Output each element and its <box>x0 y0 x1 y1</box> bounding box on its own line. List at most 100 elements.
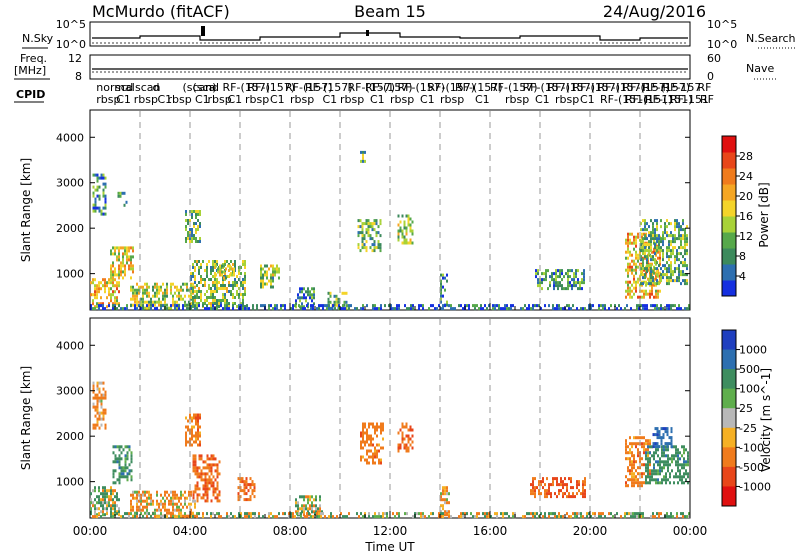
data-cell <box>219 472 221 475</box>
data-cell <box>675 463 677 466</box>
data-cell <box>548 489 550 492</box>
data-cell <box>270 274 272 277</box>
data-cell <box>402 423 404 426</box>
data-cell <box>188 491 190 494</box>
data-cell <box>226 307 228 310</box>
data-cell <box>190 491 192 494</box>
data-cell <box>156 515 158 518</box>
data-cell <box>318 307 320 310</box>
data-cell <box>683 481 685 484</box>
data-cell <box>670 307 672 310</box>
data-cell <box>194 278 196 281</box>
data-cell <box>197 423 199 426</box>
data-cell <box>598 515 600 518</box>
data-cell <box>222 299 224 302</box>
data-cell <box>119 475 121 478</box>
data-cell <box>266 265 268 268</box>
data-cell <box>656 282 658 285</box>
data-cell <box>94 486 96 489</box>
nsky-spike <box>201 26 205 36</box>
data-cell <box>370 225 372 228</box>
data-cell <box>102 278 104 281</box>
data-cell <box>366 240 368 243</box>
data-cell <box>360 307 362 310</box>
colorbar-swatch <box>722 232 736 249</box>
data-cell <box>187 420 189 423</box>
data-cell <box>658 282 660 285</box>
data-cell <box>125 469 127 472</box>
data-cell <box>205 478 207 481</box>
data-cell <box>635 245 637 248</box>
data-cell <box>640 273 642 276</box>
data-cell <box>152 295 154 298</box>
data-cell <box>194 299 196 302</box>
data-cell <box>131 478 133 481</box>
data-cell <box>366 453 368 456</box>
data-cell <box>656 234 658 237</box>
data-cell <box>260 265 262 268</box>
data-cell <box>191 417 193 420</box>
data-cell <box>408 441 410 444</box>
data-cell <box>559 281 561 284</box>
data-cell <box>637 281 639 284</box>
data-cell <box>534 489 536 492</box>
data-cell <box>94 489 96 492</box>
data-cell <box>661 454 663 457</box>
data-cell <box>654 246 656 249</box>
data-cell <box>671 445 673 448</box>
data-cell <box>96 290 98 293</box>
data-cell <box>646 258 648 261</box>
data-cell <box>242 284 244 287</box>
data-cell <box>625 475 627 478</box>
data-cell <box>148 494 150 497</box>
data-cell <box>648 246 650 249</box>
data-cell <box>504 307 506 310</box>
data-cell <box>635 478 637 481</box>
data-cell <box>95 427 97 430</box>
data-cell <box>635 266 637 269</box>
cpid-label-bottom: C1 <box>475 93 490 106</box>
data-cell <box>366 462 368 465</box>
velocity-colorbar-label: Velocity [m s^-1] <box>759 368 773 472</box>
data-cell <box>170 289 172 292</box>
data-cell <box>97 421 99 424</box>
data-cell <box>450 307 452 310</box>
data-cell <box>176 307 178 310</box>
data-cell <box>201 469 203 472</box>
data-cell <box>627 290 629 293</box>
data-cell <box>653 451 655 454</box>
data-cell <box>98 281 100 284</box>
data-cell <box>196 263 198 266</box>
data-cell <box>536 304 538 307</box>
data-cell <box>635 251 637 254</box>
data-cell <box>648 279 650 282</box>
data-cell <box>222 281 224 284</box>
data-cell <box>665 427 667 430</box>
data-cell <box>185 432 187 435</box>
data-cell <box>376 456 378 459</box>
data-cell <box>678 222 680 225</box>
data-cell <box>136 307 138 310</box>
data-cell <box>172 500 174 503</box>
data-cell <box>119 472 121 475</box>
data-cell <box>661 466 663 469</box>
data-cell <box>362 246 364 249</box>
data-cell <box>344 292 346 295</box>
data-cell <box>319 507 321 510</box>
data-cell <box>110 515 112 518</box>
data-cell <box>152 289 154 292</box>
data-cell <box>172 491 174 494</box>
data-cell <box>625 448 627 451</box>
data-cell <box>530 489 532 492</box>
data-cell <box>651 478 653 481</box>
data-cell <box>549 275 551 278</box>
data-cell <box>671 427 673 430</box>
data-cell <box>134 497 136 500</box>
data-cell <box>362 426 364 429</box>
data-cell <box>446 512 448 515</box>
data-cell <box>117 457 119 460</box>
data-cell <box>134 515 136 518</box>
data-cell <box>115 454 117 457</box>
data-cell <box>660 249 662 252</box>
data-cell <box>627 272 629 275</box>
